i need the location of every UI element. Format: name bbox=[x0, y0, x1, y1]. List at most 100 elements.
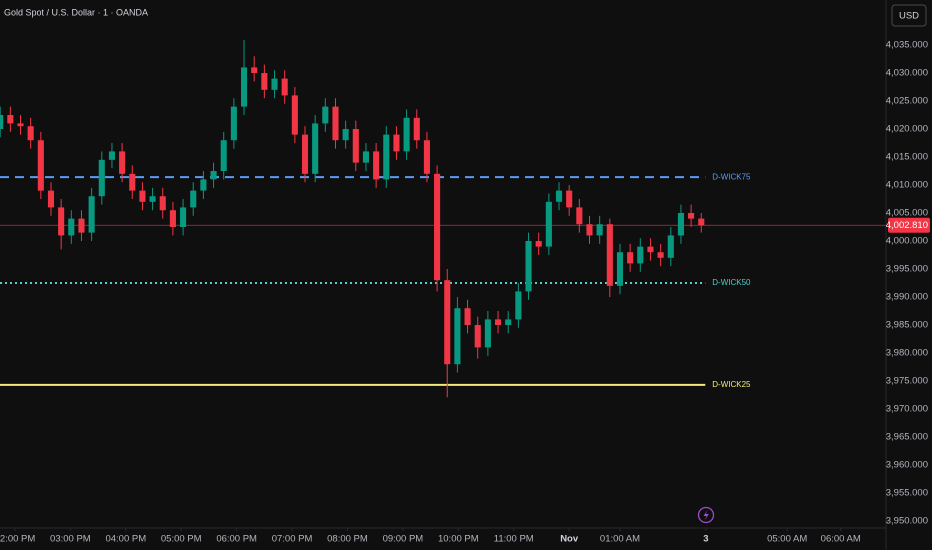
candle-body bbox=[332, 106, 339, 141]
y-tick-label: 3,985.000 bbox=[886, 320, 928, 331]
candle-body bbox=[667, 235, 674, 258]
candle-body bbox=[190, 190, 197, 208]
candle-body bbox=[129, 173, 136, 191]
candle-body bbox=[423, 140, 430, 174]
event-bolt[interactable] bbox=[703, 510, 709, 521]
candle-body bbox=[586, 224, 593, 236]
candle-body bbox=[58, 207, 65, 236]
currency-label[interactable]: USD bbox=[899, 11, 919, 22]
candle-body bbox=[627, 252, 634, 264]
x-tick-label: 10:00 PM bbox=[438, 534, 479, 545]
y-tick-label: 4,015.000 bbox=[886, 152, 928, 163]
candle-body bbox=[383, 134, 390, 180]
candle-body bbox=[454, 308, 461, 365]
candle-body bbox=[230, 106, 237, 141]
candle-body bbox=[474, 325, 481, 348]
candle-body bbox=[403, 117, 410, 152]
y-tick-label: 3,980.000 bbox=[886, 348, 928, 359]
candle-body bbox=[301, 134, 309, 174]
last-price-box bbox=[888, 217, 930, 233]
candle-body bbox=[251, 67, 258, 74]
candle-body bbox=[688, 213, 695, 219]
candle-body bbox=[444, 280, 451, 365]
candle-body bbox=[220, 140, 227, 172]
candle-body bbox=[47, 190, 55, 208]
level-label: D-WICK50 bbox=[712, 278, 751, 287]
y-tick-label: 4,035.000 bbox=[886, 40, 928, 51]
event-circle[interactable] bbox=[697, 506, 715, 524]
y-tick-label: 3,995.000 bbox=[886, 264, 928, 275]
candle-body bbox=[7, 115, 14, 124]
candle-body bbox=[606, 224, 613, 286]
candle-body bbox=[566, 190, 573, 208]
candle-body bbox=[515, 291, 522, 320]
x-tick-label: 06:00 PM bbox=[216, 534, 257, 545]
x-tick-label: 07:00 PM bbox=[272, 534, 313, 545]
candle-body bbox=[169, 210, 176, 228]
candle-body bbox=[535, 241, 542, 247]
candle-body bbox=[352, 129, 359, 163]
candle-body bbox=[291, 95, 298, 135]
candle-body bbox=[362, 151, 370, 163]
candle-body bbox=[312, 123, 319, 174]
x-tick-label: 11:00 PM bbox=[494, 534, 534, 545]
candle-body bbox=[0, 115, 4, 130]
candle-body bbox=[555, 190, 563, 202]
plot-area bbox=[0, 39, 886, 398]
x-tick-label: 04:00 PM bbox=[105, 534, 146, 545]
candle-body bbox=[393, 134, 400, 152]
candle-body bbox=[698, 218, 705, 226]
x-tick-label: 3 bbox=[703, 534, 708, 545]
y-tick-label: 3,960.000 bbox=[886, 460, 928, 471]
candle-body bbox=[159, 196, 166, 211]
candle-body bbox=[271, 78, 278, 90]
candle-body bbox=[342, 129, 349, 141]
candle-body bbox=[525, 241, 532, 292]
y-tick-label: 3,990.000 bbox=[886, 292, 928, 303]
symbol-title: Gold Spot / U.S. Dollar · 1 · OANDA bbox=[4, 7, 148, 17]
candle-body bbox=[98, 159, 105, 197]
candle-body bbox=[596, 224, 603, 236]
y-tick-label: 3,970.000 bbox=[886, 404, 928, 415]
currency-button[interactable] bbox=[891, 4, 927, 27]
y-tick-label: 3,950.000 bbox=[886, 516, 928, 527]
x-tick-label: 02:00 PM bbox=[0, 534, 35, 545]
candle-body bbox=[495, 319, 502, 326]
event-icon[interactable] bbox=[697, 506, 715, 524]
y-tick-label: 4,005.000 bbox=[886, 208, 928, 219]
candle-body bbox=[484, 319, 491, 348]
candle-body bbox=[413, 117, 420, 141]
candle-body bbox=[281, 78, 288, 96]
candle-body bbox=[434, 173, 441, 281]
candle-body bbox=[322, 106, 329, 124]
y-tick-label: 4,000.000 bbox=[886, 236, 928, 247]
candle-body bbox=[505, 319, 512, 326]
candle-body bbox=[210, 171, 217, 180]
candle-body bbox=[373, 151, 380, 180]
candle-body bbox=[616, 252, 624, 286]
y-tick-label: 3,975.000 bbox=[886, 376, 928, 387]
x-tick-label: 09:00 PM bbox=[383, 534, 424, 545]
last-price-label: 4,002.810 bbox=[886, 220, 928, 231]
candle-body bbox=[149, 196, 156, 202]
level-label: D-WICK75 bbox=[712, 172, 751, 181]
x-tick-label: 05:00 PM bbox=[161, 534, 202, 545]
candle-body bbox=[78, 218, 85, 233]
candle-body bbox=[139, 190, 146, 202]
candle-body bbox=[545, 201, 552, 247]
x-tick-label: Nov bbox=[560, 534, 579, 545]
candle-body bbox=[108, 151, 115, 160]
candle-body bbox=[261, 73, 268, 90]
candle-body bbox=[576, 207, 583, 225]
candle-body bbox=[637, 246, 644, 264]
x-tick-label: 08:00 PM bbox=[327, 534, 368, 545]
candle-body bbox=[240, 67, 248, 107]
level-label: D-WICK25 bbox=[712, 380, 751, 389]
x-tick-label: 01:00 AM bbox=[600, 534, 640, 545]
y-tick-label: 4,020.000 bbox=[886, 124, 928, 135]
y-tick-label: 3,955.000 bbox=[886, 488, 928, 499]
candle-body bbox=[464, 308, 471, 326]
x-tick-label: 06:00 AM bbox=[821, 534, 861, 545]
